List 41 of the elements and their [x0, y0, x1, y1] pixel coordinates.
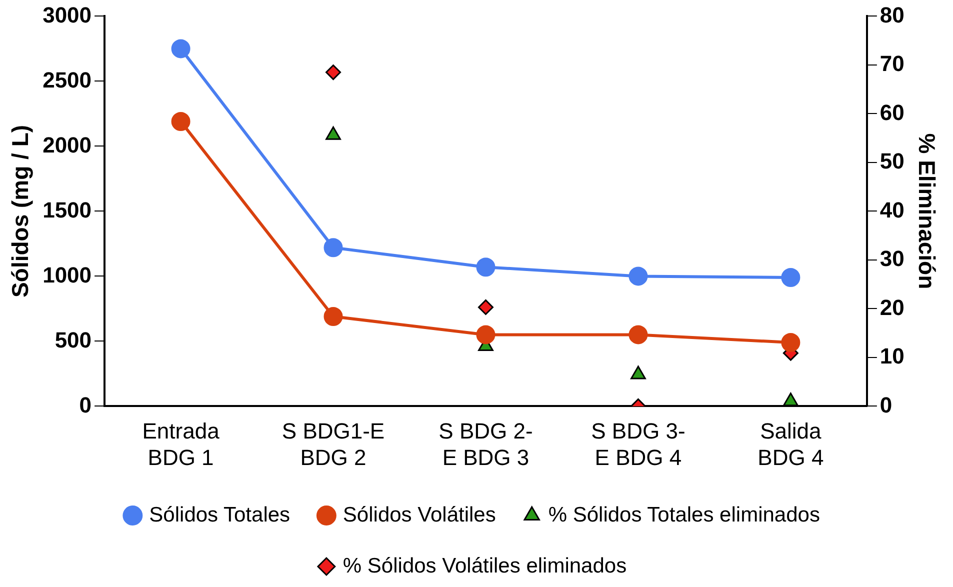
legend-label: % Sólidos Volátiles eliminados — [342, 554, 627, 578]
x-tick-label: Salida BDG 4 — [758, 418, 824, 470]
point — [783, 392, 798, 406]
y2-tick-label: 60 — [880, 100, 904, 125]
point — [630, 366, 646, 380]
y-tick-label: 500 — [54, 327, 92, 352]
legend-label: Sólidos Totales — [149, 503, 290, 526]
y-tick-label: 1500 — [42, 197, 92, 222]
point — [476, 258, 496, 277]
y2-tick-label: 0 — [880, 392, 892, 418]
x-tick-label: S BDG 3- E BDG 4 — [591, 418, 686, 470]
point — [781, 268, 800, 287]
y-tick-label: 1000 — [42, 262, 92, 288]
point — [324, 238, 343, 258]
legend-label: % Sólidos Totales eliminados — [548, 503, 820, 526]
point — [326, 64, 342, 80]
legend-label: Sólidos Volátiles — [342, 503, 496, 526]
y2-tick-label: 20 — [880, 294, 904, 320]
y-tick-label: 0 — [79, 392, 92, 418]
y-tick-label: 2500 — [42, 67, 92, 92]
y2-tick-label: 10 — [880, 344, 904, 369]
y2-tick-label: 70 — [880, 51, 904, 76]
y-tick-label: 3000 — [42, 2, 92, 28]
y2-tick-label: 40 — [880, 197, 904, 222]
point — [781, 333, 800, 352]
point — [628, 266, 648, 286]
x-tick-label: S BDG 2- E BDG 3 — [438, 418, 533, 470]
y-axis-title: Sólidos (mg / L) — [7, 124, 34, 298]
x-tick-label: S BDG1-E BDG 2 — [282, 418, 385, 470]
y2-tick-label: 80 — [880, 2, 904, 28]
y2-tick-label: 50 — [880, 148, 904, 174]
y2-tick-label: 30 — [880, 246, 904, 272]
y2-axis-title: % Eliminación — [914, 133, 940, 290]
y-tick-label: 2000 — [42, 132, 92, 158]
point — [171, 112, 190, 131]
point — [628, 325, 648, 344]
point — [476, 325, 496, 344]
x-tick-label: Entrada BDG 1 — [142, 418, 220, 470]
point — [171, 39, 190, 58]
point — [324, 307, 343, 326]
point — [478, 299, 494, 315]
